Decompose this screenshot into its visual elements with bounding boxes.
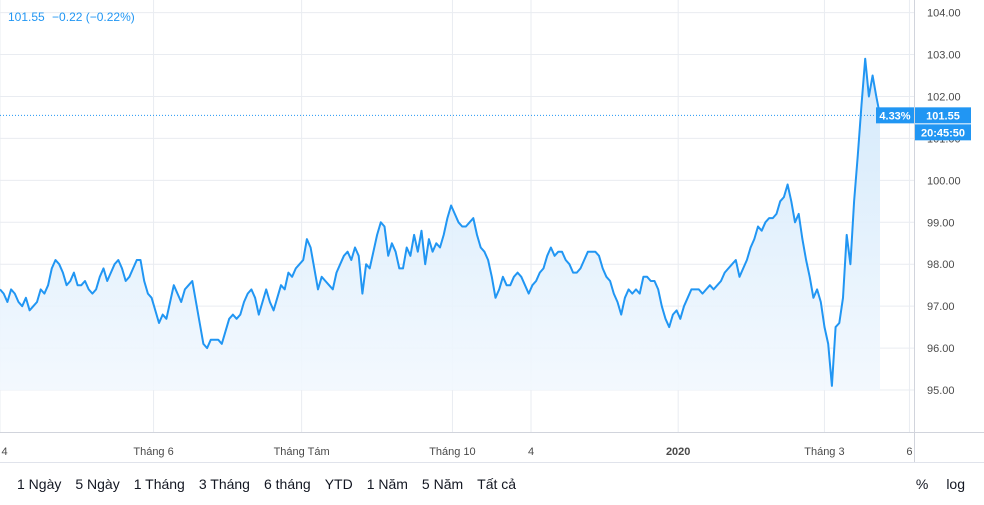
y-tick-label-3: 98.00 xyxy=(927,259,955,271)
percent-change-tag: 4.33% xyxy=(876,107,914,124)
range-button-5[interactable]: YTD xyxy=(318,463,360,505)
x-tick-label-3: Tháng 10 xyxy=(429,446,475,458)
last-price-tag: 101.55 xyxy=(915,107,971,124)
y-tick-label-7: 102.00 xyxy=(927,91,961,103)
last-price-label: 101.55 xyxy=(926,110,960,122)
chart-area[interactable]: 95.0096.0097.0098.0099.00100.00101.00102… xyxy=(0,0,984,462)
range-button-4[interactable]: 6 tháng xyxy=(257,463,318,505)
x-tick-label-5: 2020 xyxy=(666,446,690,458)
x-tick-label-7: 6 xyxy=(906,446,912,458)
legend-price: 101.55 xyxy=(8,10,45,24)
time-tag: 20:45:50 xyxy=(915,124,971,141)
y-tick-label-2: 97.00 xyxy=(927,301,955,313)
x-tick-label-4: 4 xyxy=(528,446,534,458)
time-label: 20:45:50 xyxy=(921,127,965,139)
x-tick-label-6: Tháng 3 xyxy=(804,446,844,458)
log-scale-button[interactable]: log xyxy=(937,463,974,505)
percent-change-label: 4.33% xyxy=(879,110,910,122)
price-line[interactable] xyxy=(0,57,881,387)
price-chart[interactable]: 95.0096.0097.0098.0099.00100.00101.00102… xyxy=(0,0,984,462)
legend: 101.55 −0.22 (−0.22%) xyxy=(8,10,139,24)
price-area-fill xyxy=(0,58,880,391)
range-button-8[interactable]: Tất cả xyxy=(470,463,523,505)
y-tick-label-8: 103.00 xyxy=(927,50,961,62)
x-tick-label-0: g 4 xyxy=(0,446,8,458)
range-button-1[interactable]: 5 Ngày xyxy=(68,463,126,505)
y-tick-label-5: 100.00 xyxy=(927,175,961,187)
range-button-6[interactable]: 1 Năm xyxy=(360,463,415,505)
range-button-0[interactable]: 1 Ngày xyxy=(10,463,68,505)
y-tick-label-0: 95.00 xyxy=(927,385,955,397)
range-button-2[interactable]: 1 Tháng xyxy=(127,463,192,505)
range-toolbar: 1 Ngày 5 Ngày 1 Tháng 3 Tháng 6 tháng YTD 1 Nă… xyxy=(0,462,984,505)
x-tick-label-2: Tháng Tám xyxy=(274,446,330,458)
x-tick-label-1: Tháng 6 xyxy=(133,446,173,458)
legend-change: −0.22 (−0.22%) xyxy=(52,10,135,24)
scale-buttons: % log xyxy=(907,463,974,505)
y-tick-label-9: 104.00 xyxy=(927,8,961,20)
percent-scale-button[interactable]: % xyxy=(907,463,937,505)
y-tick-label-1: 96.00 xyxy=(927,343,955,355)
range-button-7[interactable]: 5 Năm xyxy=(415,463,470,505)
y-tick-label-4: 99.00 xyxy=(927,217,955,229)
range-buttons: 1 Ngày 5 Ngày 1 Tháng 3 Tháng 6 tháng YTD 1 Nă… xyxy=(10,463,523,505)
range-button-3[interactable]: 3 Tháng xyxy=(192,463,257,505)
